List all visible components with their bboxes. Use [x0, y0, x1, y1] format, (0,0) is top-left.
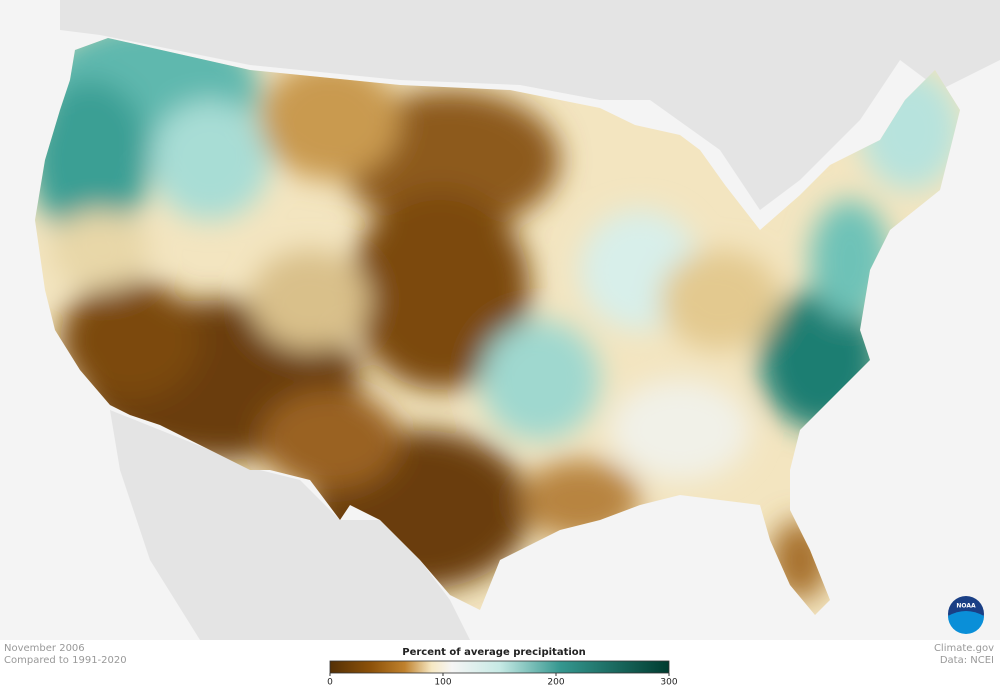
mexico	[110, 410, 470, 640]
source-credit: Data: NCEI	[940, 655, 994, 666]
legend-title: Percent of average precipitation	[402, 647, 586, 658]
date: November 2006	[4, 643, 85, 654]
legend-ticks: 0 100 200 300	[327, 673, 678, 688]
baseline: Compared to 1991-2020	[4, 655, 127, 666]
logo-wave	[948, 611, 984, 634]
tick-label: 0	[327, 678, 333, 688]
color-bar	[329, 660, 670, 674]
tick-label: 200	[547, 678, 564, 688]
canada	[60, 0, 1000, 210]
site-credit: Climate.gov	[934, 643, 994, 654]
tick-label: 100	[434, 678, 451, 688]
logo-text: NOAA	[956, 603, 976, 610]
tick-label: 300	[660, 678, 677, 688]
